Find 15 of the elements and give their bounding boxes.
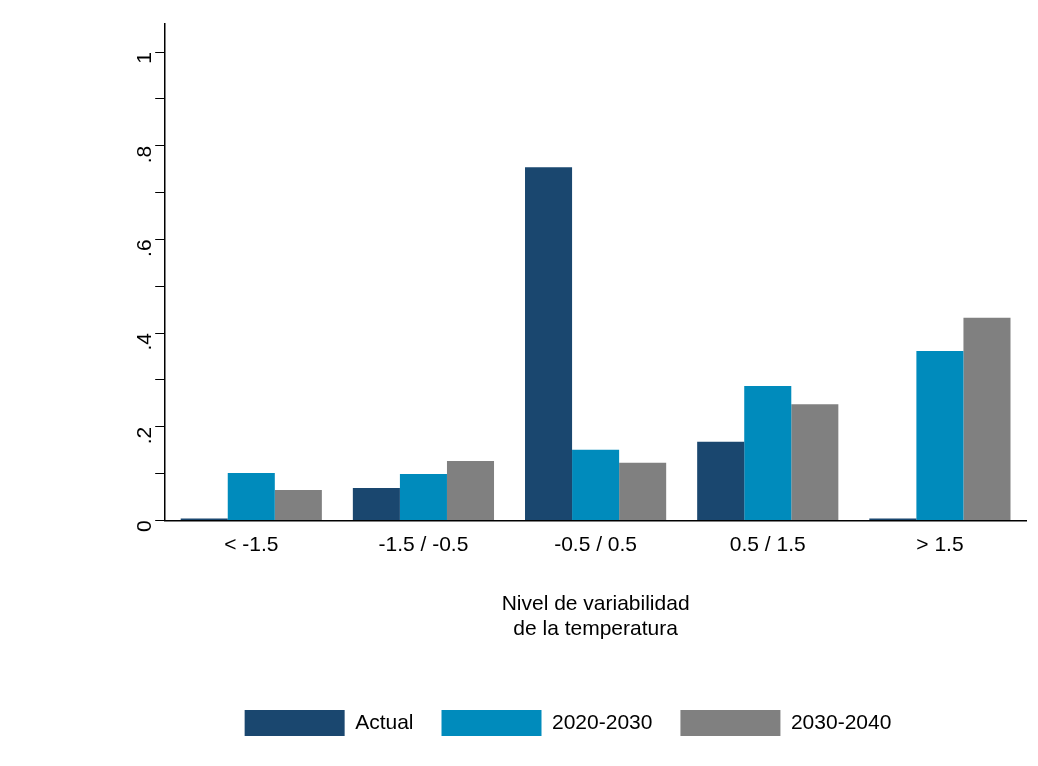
y-tick-label: .2: [132, 426, 155, 445]
y-tick-label: .6: [132, 239, 155, 257]
x-tick-label: 0.5 / 1.5: [729, 531, 806, 555]
legend-label: Actual: [355, 709, 414, 733]
y-tick-label: 1: [132, 52, 155, 64]
legend-label: 2020-2030: [552, 709, 653, 733]
legend-label: 2030-2040: [790, 709, 892, 733]
x-tick-label: -0.5 / 0.5: [554, 531, 638, 555]
y-tick-label: .4: [132, 332, 155, 351]
y-tick-label: .8: [132, 145, 155, 164]
x-tick-label: < -1.5: [224, 531, 279, 555]
x-axis-title: Nivel de variabilidad de la temperatura: [501, 591, 690, 640]
x-tick-label: > 1.5: [916, 531, 964, 555]
x-tick-label: -1.5 / -0.5: [378, 531, 469, 555]
y-tick-label: 0: [132, 520, 155, 533]
